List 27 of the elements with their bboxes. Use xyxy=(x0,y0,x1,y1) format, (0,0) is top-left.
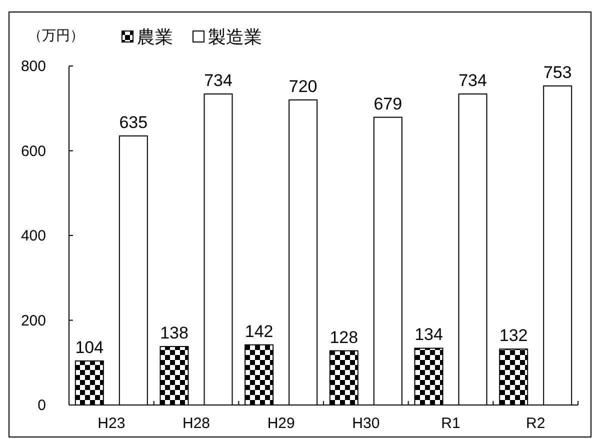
data-label: 104 xyxy=(75,338,104,357)
data-label: 128 xyxy=(330,328,358,347)
data-label: 635 xyxy=(119,112,148,132)
x-tick-label: H30 xyxy=(352,415,380,432)
x-tick-label: H29 xyxy=(267,415,295,432)
data-label: 134 xyxy=(414,325,443,344)
data-label: 720 xyxy=(288,76,318,96)
y-axis-title: （万円） xyxy=(28,27,84,43)
legend-label: 製造業 xyxy=(208,27,262,47)
data-label: 679 xyxy=(374,94,402,114)
data-label: 138 xyxy=(160,324,188,343)
y-tick-label: 200 xyxy=(20,312,46,330)
y-tick-label: 0 xyxy=(38,397,46,414)
data-label: 142 xyxy=(244,322,274,341)
y-tick-label: 800 xyxy=(20,58,46,75)
y-tick-label: 400 xyxy=(20,228,46,244)
data-label: 753 xyxy=(543,62,572,82)
plot: 104 138 142 128 134 132 635 734 720 679 734 753 xyxy=(74,62,572,406)
data-label: 734 xyxy=(458,70,487,90)
x-tick-label: R2 xyxy=(526,415,546,432)
x-tick-label: H28 xyxy=(182,415,210,432)
y-tick-label: 600 xyxy=(20,142,46,160)
data-label: 132 xyxy=(499,326,528,346)
x-tick-label: H23 xyxy=(98,415,126,432)
legend-label: 農業 xyxy=(137,27,173,47)
x-tick-label: R1 xyxy=(441,415,460,432)
data-label: 734 xyxy=(204,70,232,90)
